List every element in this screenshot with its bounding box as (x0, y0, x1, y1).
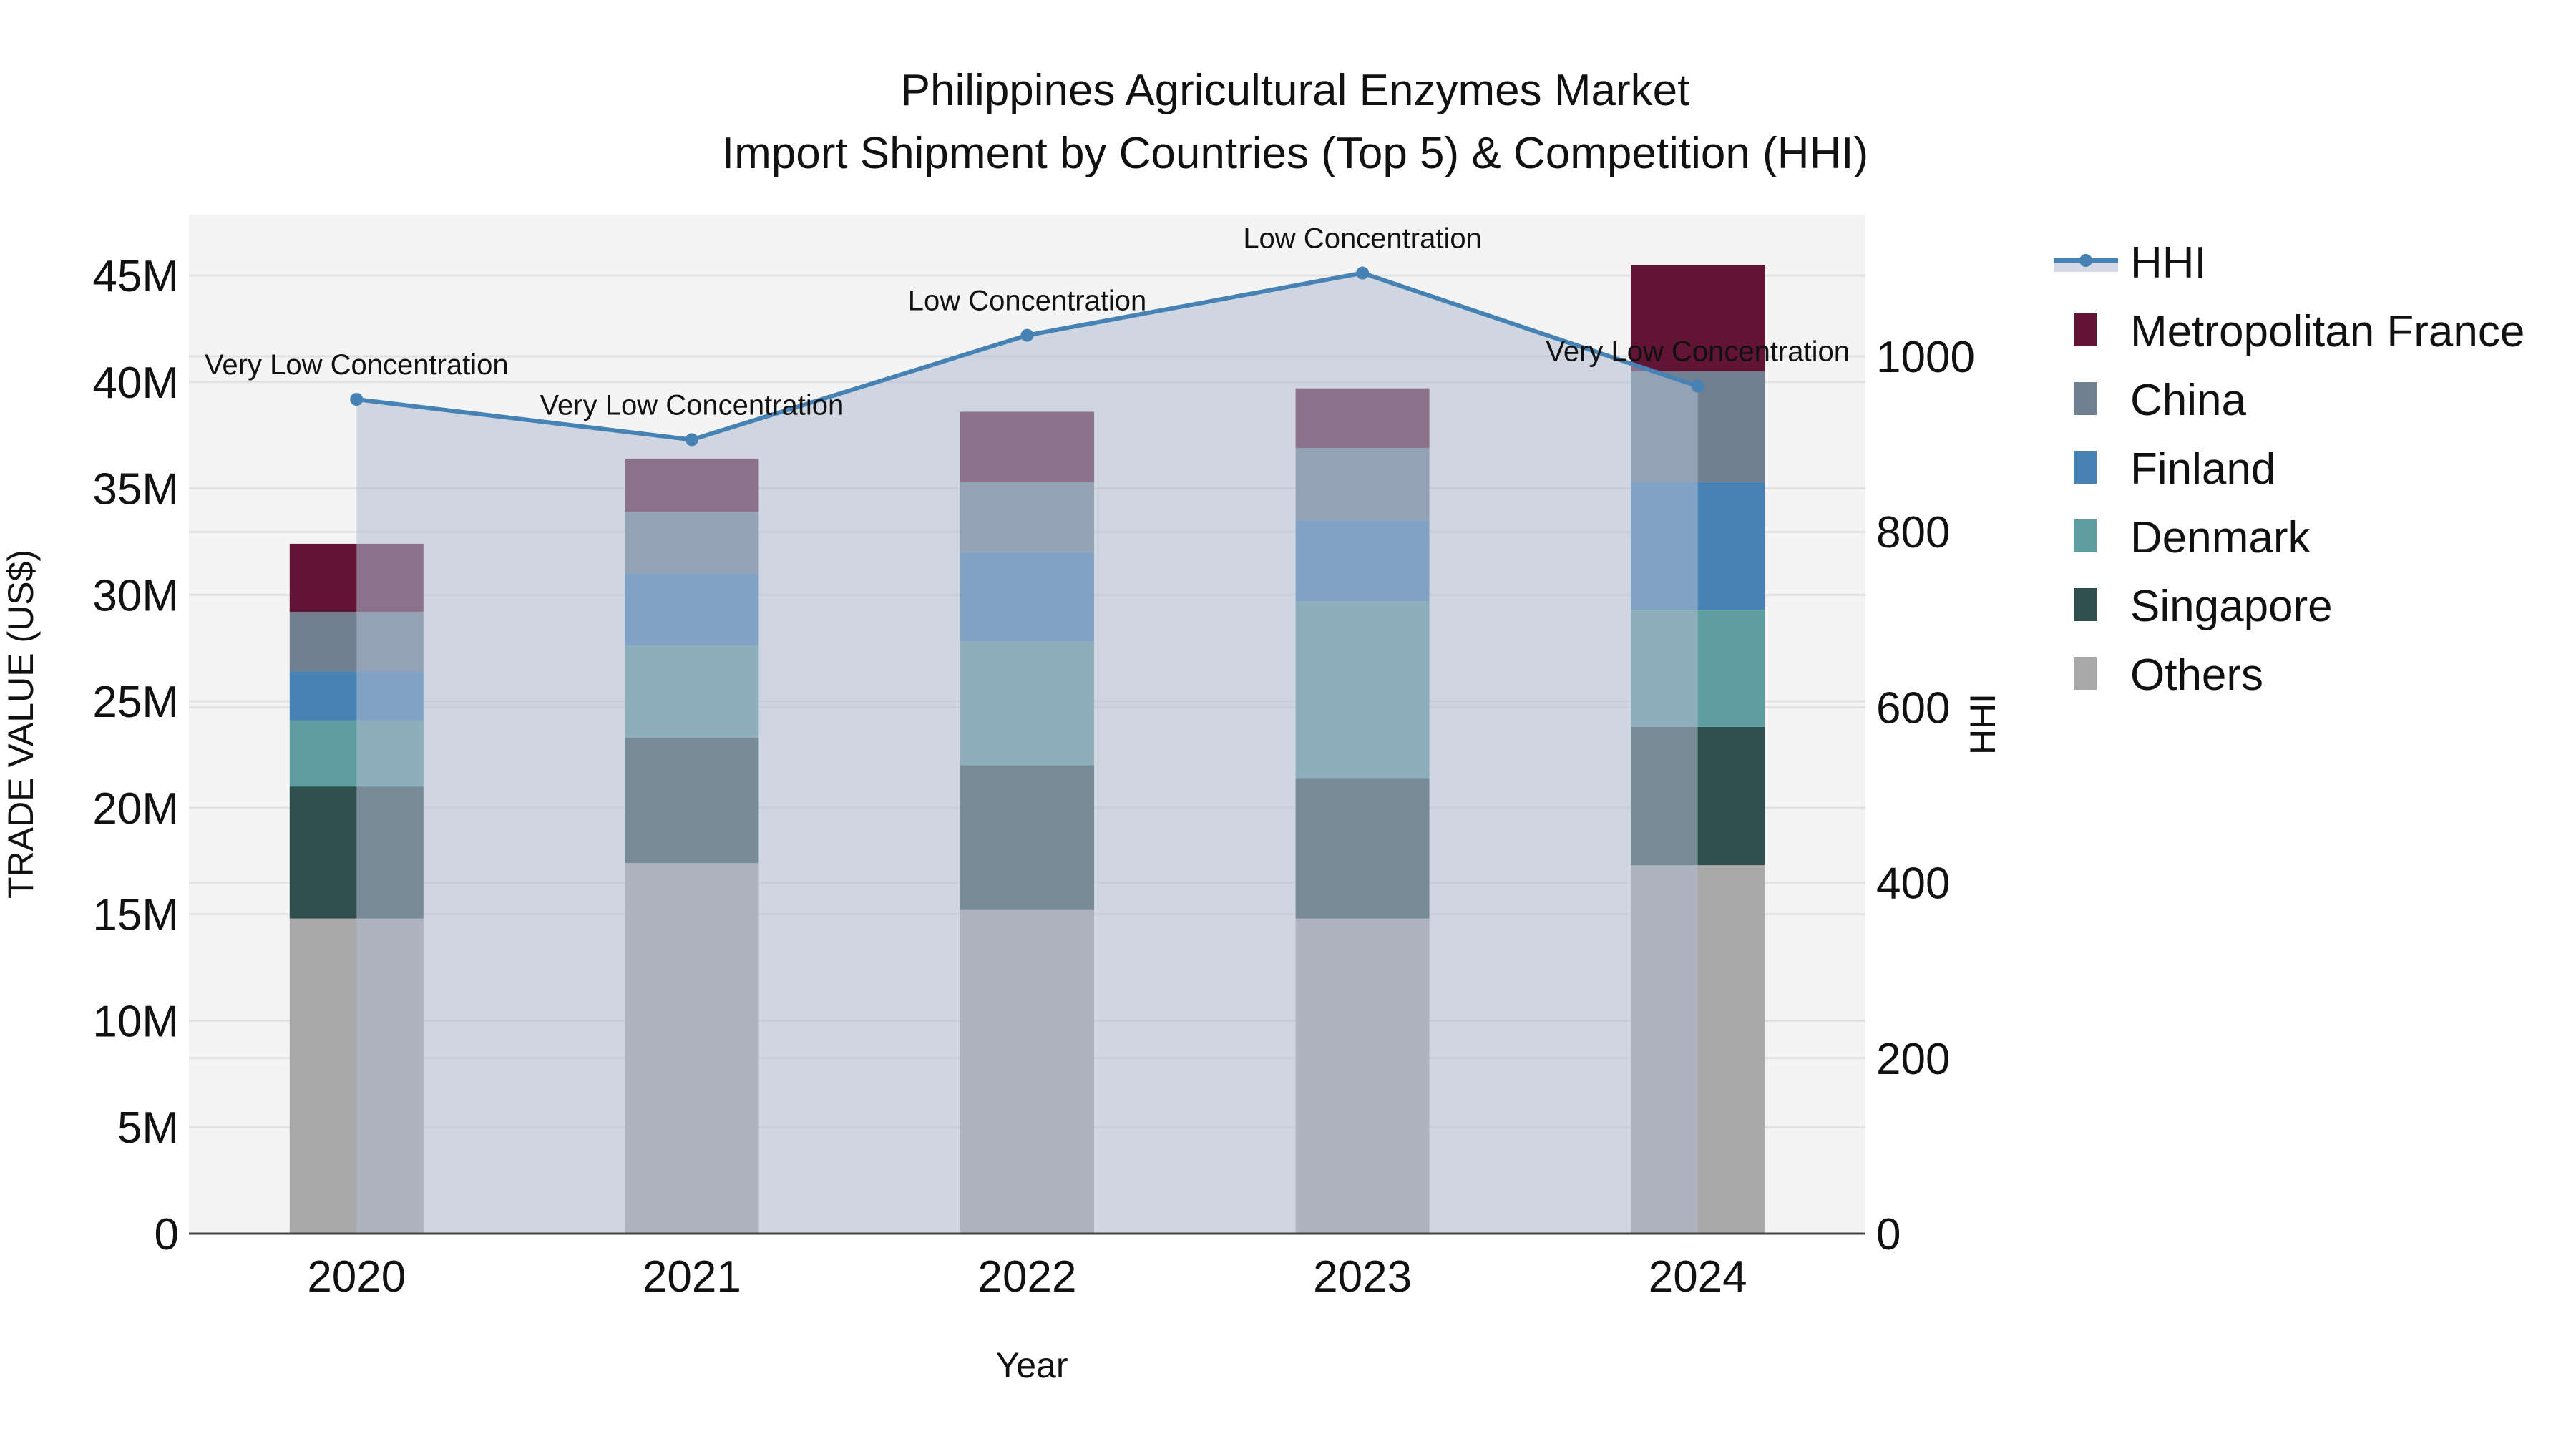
legend-item-finland[interactable]: Finland (2074, 444, 2275, 494)
hhi-point-2024[interactable] (1691, 379, 1704, 393)
legend-label: Finland (2130, 444, 2275, 494)
hhi-annotation: Low Concentration (1243, 223, 1482, 255)
legend-label: Others (2130, 650, 2263, 700)
bar-segment-metropolitan-france[interactable] (1631, 265, 1765, 371)
hhi-annotation: Very Low Concentration (205, 349, 509, 381)
legend: HHI Metropolitan France China Finland Denmar… (2054, 238, 2524, 700)
y-left-tick: 45M (92, 252, 179, 301)
x-tick-2023: 2023 (1313, 1252, 1412, 1302)
hhi-line-series (350, 266, 1704, 1234)
legend-item-china[interactable]: China (2074, 376, 2247, 425)
y-right-axis-title: HHI (1963, 693, 2003, 755)
chart-title-line-1: Philippines Agricultural Enzymes Market (901, 66, 1690, 115)
legend-label: HHI (2130, 238, 2207, 288)
y-left-tick: 40M (92, 358, 179, 408)
y-left-tick: 0 (155, 1210, 179, 1259)
y-left-tick: 20M (92, 784, 179, 834)
y-left-tick: 35M (92, 465, 179, 514)
x-tick-2022: 2022 (978, 1252, 1077, 1302)
x-tick-2021: 2021 (643, 1252, 741, 1302)
legend-swatch-icon (2074, 451, 2097, 484)
legend-swatch-icon (2074, 382, 2097, 415)
y-right-tick: 800 (1876, 508, 1950, 557)
x-tick-labels: 2020 2021 2022 2023 2024 (307, 1252, 1747, 1302)
y-right-tick: 200 (1876, 1035, 1950, 1084)
y-right-tick: 600 (1876, 683, 1950, 733)
legend-item-hhi[interactable]: HHI (2054, 238, 2207, 288)
y-left-tick: 30M (92, 571, 179, 620)
y-left-tick: 15M (92, 891, 179, 940)
legend-marker-icon (2079, 254, 2092, 267)
legend-swatch-icon (2074, 313, 2097, 346)
hhi-point-2020[interactable] (350, 393, 364, 406)
y-right-tick: 0 (1876, 1210, 1901, 1259)
hhi-annotation: Very Low Concentration (1546, 336, 1850, 368)
x-tick-2024: 2024 (1649, 1252, 1747, 1302)
y-left-tick-labels: 0 5M 10M 15M 20M 25M 30M 35M 40M 45M (92, 252, 179, 1259)
y-right-tick-labels: 0 200 400 600 800 1000 (1876, 333, 1975, 1259)
legend-item-others[interactable]: Others (2074, 650, 2263, 700)
y-left-axis-title: TRADE VALUE (US$) (1, 550, 41, 899)
legend-label: China (2130, 376, 2247, 425)
legend-label: Denmark (2130, 513, 2311, 562)
x-tick-2020: 2020 (307, 1252, 406, 1302)
legend-swatch-icon (2074, 588, 2097, 621)
hhi-point-2022[interactable] (1020, 328, 1034, 342)
legend-swatch-icon (2074, 657, 2097, 690)
legend-label: Singapore (2130, 582, 2333, 631)
hhi-annotations: Very Low Concentration Very Low Concentra… (205, 223, 1850, 421)
hhi-point-2021[interactable] (685, 433, 698, 447)
y-right-tick: 1000 (1876, 333, 1975, 382)
legend-item-denmark[interactable]: Denmark (2074, 513, 2311, 562)
y-right-tick: 400 (1876, 859, 1950, 909)
x-axis-title: Year (995, 1345, 1068, 1385)
y-left-tick: 10M (92, 997, 179, 1046)
legend-label: Metropolitan France (2130, 307, 2524, 356)
legend-item-metropolitan-france[interactable]: Metropolitan France (2074, 307, 2524, 356)
y-left-tick: 25M (92, 678, 179, 727)
hhi-point-2023[interactable] (1356, 266, 1370, 280)
hhi-annotation: Very Low Concentration (540, 389, 844, 421)
hhi-area-fill (356, 273, 1698, 1234)
hhi-annotation: Low Concentration (908, 286, 1147, 317)
legend-swatch-icon (2074, 519, 2097, 552)
chart-title-line-2: Import Shipment by Countries (Top 5) & C… (722, 129, 1868, 178)
y-left-tick: 5M (117, 1103, 179, 1153)
legend-item-singapore[interactable]: Singapore (2074, 582, 2333, 631)
